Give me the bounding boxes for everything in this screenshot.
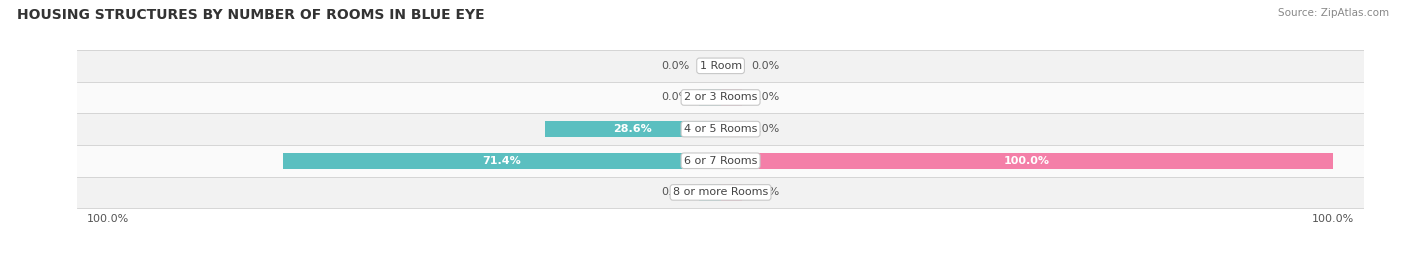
Bar [699,89,721,106]
Text: 0.0%: 0.0% [751,93,779,102]
Text: 0.0%: 0.0% [751,124,779,134]
Text: HOUSING STRUCTURES BY NUMBER OF ROOMS IN BLUE EYE: HOUSING STRUCTURES BY NUMBER OF ROOMS IN… [17,8,485,22]
Text: 100.0%: 100.0% [1004,156,1050,166]
Text: 28.6%: 28.6% [613,124,652,134]
Text: 0.0%: 0.0% [662,187,690,197]
Text: 6 or 7 Rooms: 6 or 7 Rooms [683,156,758,166]
Bar [77,145,1364,176]
Bar [77,50,1364,82]
Bar [699,184,721,201]
Text: 1 Room: 1 Room [700,61,741,71]
Text: 0.0%: 0.0% [751,187,779,197]
Bar [699,58,721,74]
Bar [77,82,1364,113]
Bar [721,89,742,106]
Text: 4 or 5 Rooms: 4 or 5 Rooms [683,124,758,134]
Bar [77,113,1364,145]
Bar [721,153,1333,169]
Text: 0.0%: 0.0% [662,93,690,102]
Bar [721,58,742,74]
Text: Source: ZipAtlas.com: Source: ZipAtlas.com [1278,8,1389,18]
Bar [546,121,721,137]
Text: 71.4%: 71.4% [482,156,522,166]
Text: 2 or 3 Rooms: 2 or 3 Rooms [683,93,758,102]
Bar [721,184,742,201]
Text: 0.0%: 0.0% [751,61,779,71]
Bar [283,153,721,169]
Text: 8 or more Rooms: 8 or more Rooms [673,187,768,197]
Bar [77,176,1364,208]
Text: 0.0%: 0.0% [662,61,690,71]
Bar [721,121,742,137]
